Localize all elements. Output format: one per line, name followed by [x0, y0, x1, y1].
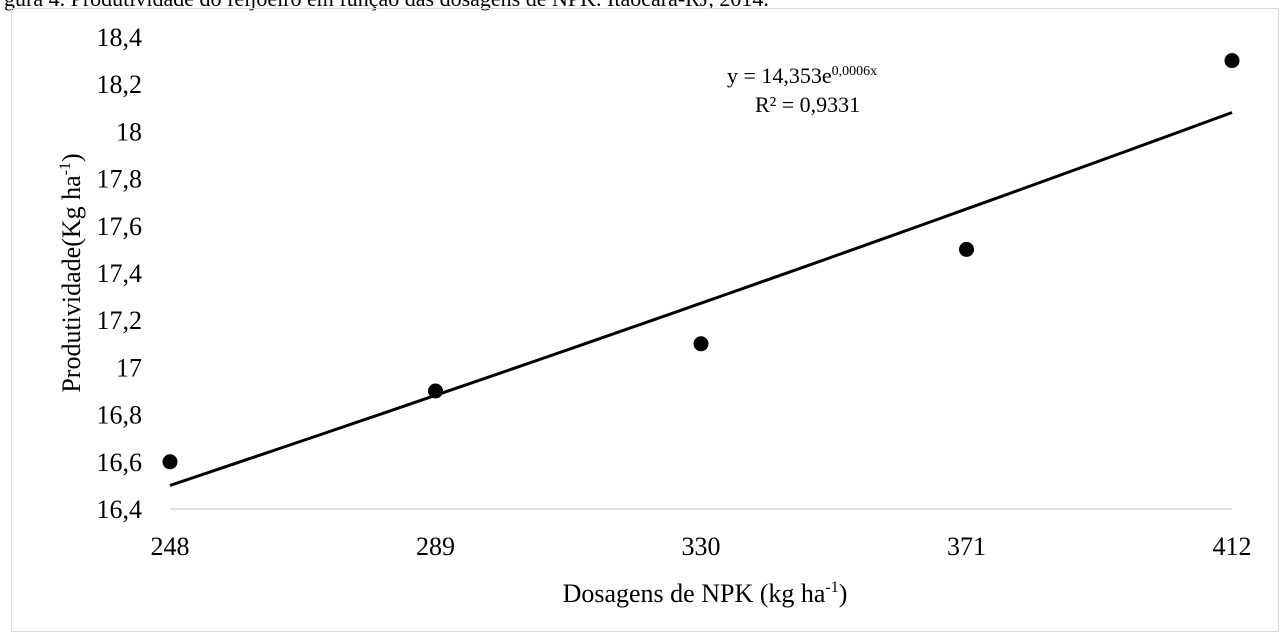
trendline-group	[169, 111, 1233, 487]
data-point	[959, 241, 974, 257]
x-tick-label: 330	[682, 532, 721, 561]
y-tick-label: 18	[116, 117, 142, 146]
trendline	[169, 111, 1233, 487]
y-tick-label: 17	[116, 353, 142, 382]
y-tick-label: 17,4	[97, 259, 143, 288]
y-tick-label: 18,2	[97, 70, 143, 99]
chart-frame	[11, 8, 1279, 632]
x-tick-label: 412	[1213, 532, 1252, 561]
data-point	[693, 336, 709, 352]
x-tick-label: 371	[947, 532, 986, 561]
y-tick-label: 17,6	[97, 212, 143, 241]
y-tick-label: 17,8	[97, 165, 143, 194]
x-tick-label: 248	[151, 532, 190, 561]
data-point	[428, 383, 443, 399]
trendline-r2: R² = 0,9331	[755, 92, 860, 117]
y-axis-title: Produtividade(Kg ha-1)	[57, 153, 86, 392]
data-points	[162, 53, 1240, 470]
data-point	[162, 454, 178, 470]
x-tick-label: 289	[416, 532, 455, 561]
y-tick-label: 18,4	[97, 23, 143, 52]
trendline-equation: y = 14,353e0,0006x	[727, 63, 877, 88]
y-axis: 16,4 16,6 16,8 17 17,2 17,4 17,6 17,8 18 18,2 18,4	[97, 23, 143, 524]
data-point	[1224, 53, 1240, 69]
y-tick-label: 16,4	[97, 495, 143, 524]
x-axis: 248 289 330 371 412	[151, 508, 1252, 561]
x-axis-title: Dosagens de NPK (kg ha-1)	[563, 579, 848, 608]
figure-caption: gura 4. Produtividade do feijoeiro em fu…	[4, 0, 769, 12]
y-tick-label: 16,6	[97, 448, 143, 477]
y-tick-label: 17,2	[97, 306, 143, 335]
y-tick-label: 16,8	[97, 401, 143, 430]
